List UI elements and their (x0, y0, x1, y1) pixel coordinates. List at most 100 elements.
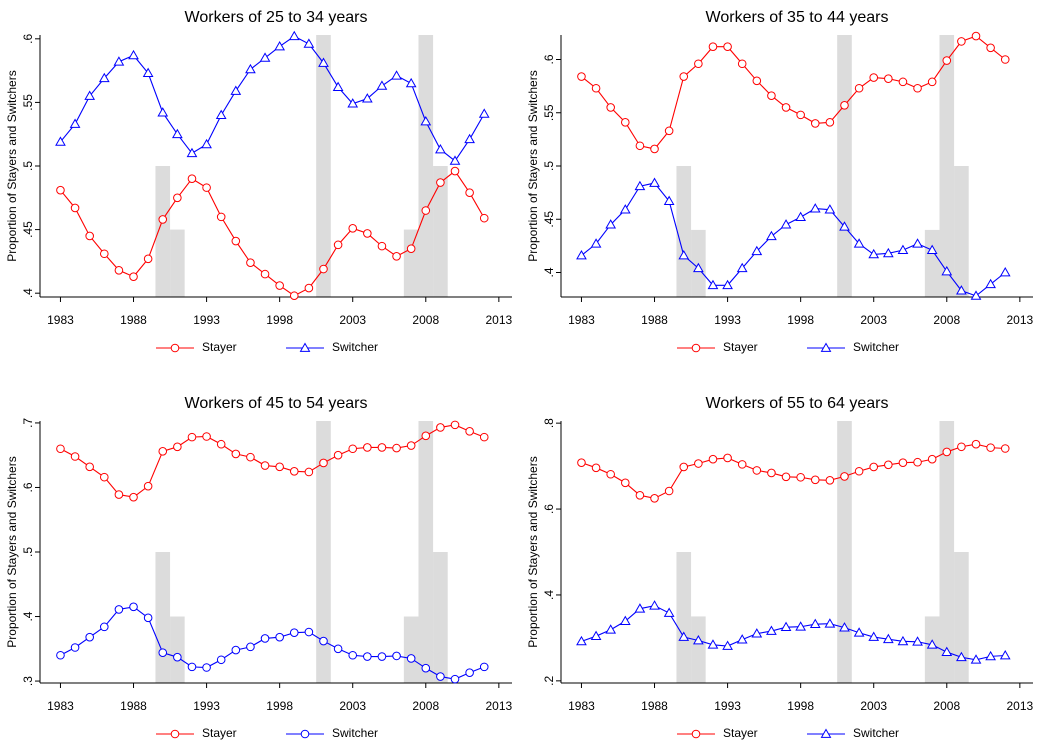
recession-shading (433, 166, 448, 297)
marker (173, 652, 182, 662)
x-tick-label: 1998 (787, 699, 814, 713)
marker (605, 624, 617, 634)
marker (85, 231, 94, 241)
marker (869, 73, 879, 82)
legend-label: Stayer (202, 726, 237, 740)
marker (663, 195, 675, 206)
marker (942, 56, 952, 65)
legend-marker (820, 342, 832, 352)
recession-shading (170, 616, 185, 683)
marker (436, 423, 445, 432)
marker (663, 607, 675, 617)
marker (392, 651, 401, 661)
recession-shading (433, 552, 448, 683)
marker (956, 651, 967, 662)
y-axis-label: Proportion of Stayers and Switchers (526, 70, 540, 261)
marker (751, 628, 763, 638)
marker (619, 204, 631, 214)
marker (215, 109, 227, 120)
marker (809, 203, 821, 213)
marker (854, 466, 864, 476)
recession-shading (155, 552, 171, 683)
recession-shading (418, 35, 434, 297)
marker (868, 248, 880, 259)
marker (231, 449, 241, 459)
marker (897, 635, 909, 646)
marker (898, 458, 908, 467)
y-axis-label: Proportion of Stayers and Switchers (526, 456, 540, 647)
x-tick-label: 1993 (714, 313, 741, 327)
marker (99, 622, 109, 632)
marker (479, 213, 489, 223)
marker (172, 128, 183, 139)
marker (435, 143, 446, 154)
marker (679, 462, 689, 472)
marker (114, 265, 124, 275)
marker (332, 81, 344, 92)
x-tick-label: 2013 (485, 699, 512, 713)
y-axis-label: Proportion of Stayers and Switchers (5, 456, 19, 647)
marker (926, 244, 938, 255)
marker (737, 460, 747, 469)
marker (898, 77, 908, 87)
legend-marker (170, 729, 180, 739)
marker (854, 83, 864, 93)
marker (781, 472, 791, 482)
x-tick-label: 1993 (193, 313, 220, 327)
marker (751, 245, 763, 256)
marker (649, 600, 660, 610)
x-tick-label: 2003 (860, 699, 887, 713)
y-tick-label: .45 (21, 221, 35, 238)
marker (55, 136, 66, 146)
marker (348, 650, 358, 660)
marker (576, 635, 587, 646)
y-tick-label: .8 (542, 418, 556, 428)
legend-label: Switcher (332, 726, 378, 740)
marker (781, 103, 791, 112)
marker (363, 652, 372, 661)
marker (999, 266, 1011, 277)
marker (84, 90, 96, 100)
marker (679, 72, 689, 81)
marker (421, 206, 431, 215)
marker (897, 244, 909, 255)
marker (56, 185, 65, 195)
recession-shading (676, 552, 692, 683)
marker (319, 264, 328, 274)
marker (333, 450, 343, 460)
marker (708, 42, 718, 52)
marker (274, 40, 286, 51)
marker (591, 83, 601, 93)
chart-title: Workers of 45 to 54 years (185, 395, 368, 412)
legend-label: Stayer (723, 340, 758, 354)
marker (942, 447, 952, 457)
marker (216, 439, 226, 449)
marker (275, 632, 284, 642)
marker (260, 461, 270, 470)
marker (304, 627, 314, 637)
marker (825, 118, 835, 127)
marker (114, 605, 124, 614)
marker (304, 283, 314, 293)
marker (421, 431, 431, 441)
x-tick-label: 1988 (120, 699, 147, 713)
marker (650, 144, 659, 154)
marker (450, 166, 460, 176)
y-tick-label: .5 (21, 161, 35, 171)
marker (246, 258, 255, 267)
marker (245, 63, 256, 74)
marker (693, 262, 704, 273)
y-tick-label: .6 (21, 482, 35, 492)
x-tick-label: 2003 (339, 313, 366, 327)
marker (201, 138, 212, 149)
legend-marker (300, 729, 310, 739)
marker (693, 634, 704, 645)
marker (767, 468, 776, 478)
marker (143, 481, 153, 491)
marker (839, 221, 850, 231)
x-tick-label: 1983 (568, 699, 595, 713)
marker (319, 458, 328, 468)
marker (650, 494, 659, 503)
marker (723, 453, 732, 463)
